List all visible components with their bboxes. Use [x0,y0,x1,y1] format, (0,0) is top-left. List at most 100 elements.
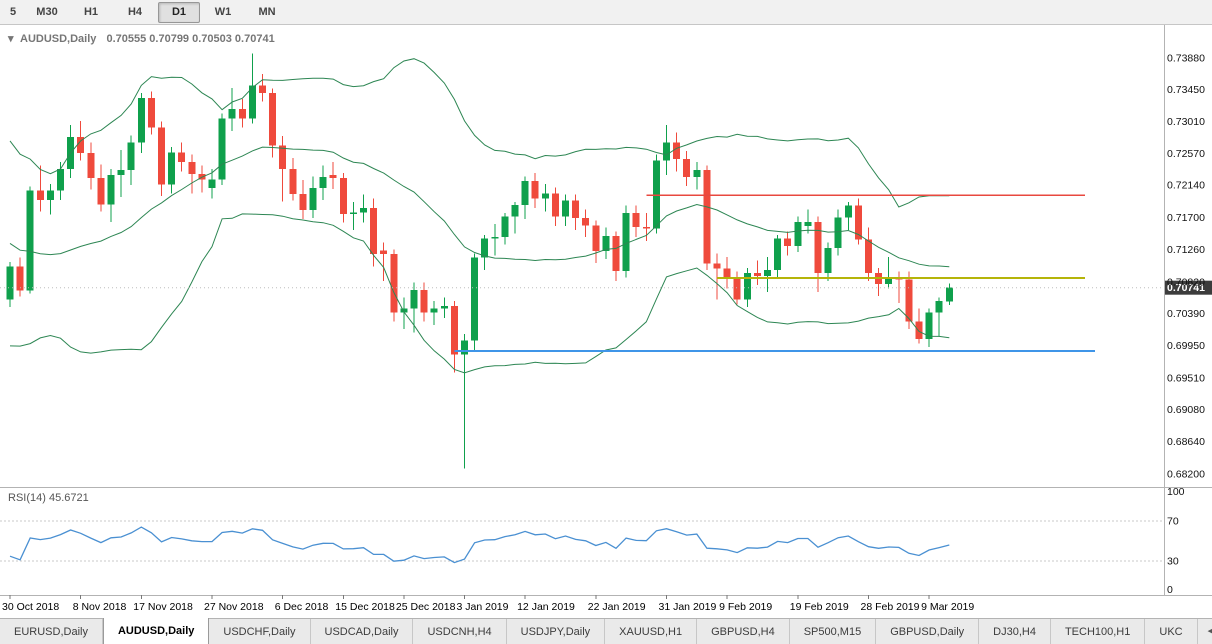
candle-down [178,152,186,162]
tab-eurusd-daily[interactable]: EURUSD,Daily [0,619,103,644]
tab-ukc[interactable]: UKC [1145,619,1198,644]
candle-up [410,289,418,309]
timeframe-button-5[interactable]: 5 [9,6,17,18]
candle-down [551,193,559,217]
price-axis-label: 0.73450 [1167,84,1205,96]
candle-up [208,179,216,189]
candle-up [218,118,226,180]
time-axis-label: 22 Jan 2019 [588,601,646,613]
timeframe-button-d1[interactable]: D1 [158,1,200,23]
bollinger-upper-band [9,58,950,208]
candle-down [147,98,155,128]
candle-down [814,221,822,274]
candle-up [349,212,357,214]
time-axis-label: 15 Dec 2018 [335,601,395,613]
timeframe-button-h1[interactable]: H1 [83,6,99,18]
price-axis-label: 0.72570 [1167,148,1205,160]
tab-usdcnh-h4[interactable]: USDCNH,H4 [413,619,507,644]
candle-up [319,177,327,189]
candle-up [663,142,670,161]
candle-up [228,109,236,119]
candle-down [450,306,458,355]
time-axis-label: 31 Jan 2019 [659,601,717,613]
tab-usdchf-daily[interactable]: USDCHF,Daily [209,619,311,644]
chart-title-ohlc: 0.70555 0.70799 0.70503 0.70741 [106,33,274,45]
candle-up [774,238,782,271]
candle-up [6,266,14,300]
price-axis-label: 0.69080 [1167,404,1205,416]
candle-down [753,273,761,277]
candle-down [420,289,428,313]
tab-gbpusd-daily[interactable]: GBPUSD,Daily [876,619,980,644]
candle-up [309,188,317,211]
rsi-axis-label: 70 [1167,516,1179,528]
candle-down [16,266,24,291]
candle-up [925,312,933,340]
candle-down [188,161,196,175]
price-axis-label: 0.71700 [1167,212,1205,224]
candle-down [289,169,297,195]
candle-up [168,152,176,185]
candle-up [511,204,519,217]
candle-up [360,207,367,213]
tab-gbpusd-h4[interactable]: GBPUSD,H4 [697,619,790,644]
timeframe-button-h4[interactable]: H4 [127,6,143,18]
chart-tabs-bar: EURUSD,Daily AUDUSD,Daily USDCHF,Daily USDC… [0,618,1212,644]
candle-down [703,169,711,264]
tab-audusd-daily[interactable]: AUDUSD,Daily [102,618,210,644]
candle-up [117,169,125,175]
candle-up [471,257,479,341]
timeframe-button-m30[interactable]: M30 [36,6,58,18]
tab-usdjpy-daily[interactable]: USDJPY,Daily [507,619,606,644]
candle-down [673,142,681,159]
tab-dj30-h4[interactable]: DJ30,H4 [979,619,1051,644]
candle-up [652,160,660,229]
bid-price-badge-text: 0.70741 [1167,282,1205,294]
time-axis-label: 9 Mar 2019 [921,601,974,613]
candle-up [521,180,529,205]
timeframe-button-w1[interactable]: W1 [214,6,232,18]
candle-up [764,270,771,277]
timeframe-button-mn[interactable]: MN [258,6,276,18]
time-axis-label: 19 Feb 2019 [790,601,849,613]
rsi-line [9,526,950,564]
price-axis-label: 0.68200 [1167,468,1205,480]
candle-up [501,216,509,238]
time-axis[interactable]: 30 Oct 2018 8 Nov 2018 17 Nov 2018 27 Nov 2… [2,595,974,613]
candle-up [885,277,893,285]
candle-down [36,190,44,200]
candle-down [854,205,862,240]
time-axis-label: 8 Nov 2018 [73,601,127,613]
tab-xauusd-h1[interactable]: XAUUSD,H1 [605,619,698,644]
candle-up [935,300,943,313]
candle-down [339,177,347,214]
time-axis-label: 30 Oct 2018 [2,601,59,613]
candle-down [158,127,165,185]
candle-up [26,190,34,291]
candle-down [390,254,398,313]
candles [6,53,953,469]
tab-tech100-h1[interactable]: TECH100,H1 [1051,619,1146,644]
price-chart-svg[interactable]: ▾ AUDUSD,Daily 0.70555 0.70799 0.70503 0… [0,25,1212,618]
svg-text:AUDUSD,Daily 0.70555 0.7: AUDUSD,Daily 0.70555 0.70799 0.70503 0.7… [20,33,275,45]
tab-usdcad-daily[interactable]: USDCAD,Daily [311,619,414,644]
timeframe-toolbar: 5 M30 H1 H4 D1 W1 MN [0,0,1212,25]
time-axis-label: 27 Nov 2018 [204,601,264,613]
candle-down [612,235,620,271]
bollinger-lower-band [9,213,950,374]
tabs-scroll-left-icon[interactable]: ◄ [1205,626,1212,637]
price-axis[interactable]: 0.73880 0.73450 0.73010 0.72570 0.72140 0.717… [1167,52,1205,480]
price-axis-label: 0.70390 [1167,308,1205,320]
candle-down [531,180,539,199]
candle-up [541,193,549,199]
rsi-axis[interactable]: 100 70 30 0 [1167,486,1185,596]
time-axis-label: 28 Feb 2019 [861,601,920,613]
candle-down [238,109,246,119]
tab-sp500-m15[interactable]: SP500,M15 [790,619,877,644]
rsi-axis-label: 100 [1167,486,1185,498]
candle-up [430,308,438,313]
time-axis-label: 3 Jan 2019 [457,601,509,613]
time-axis-label: 12 Jan 2019 [517,601,575,613]
candle-up [824,248,832,274]
price-axis-label: 0.69950 [1167,340,1205,352]
